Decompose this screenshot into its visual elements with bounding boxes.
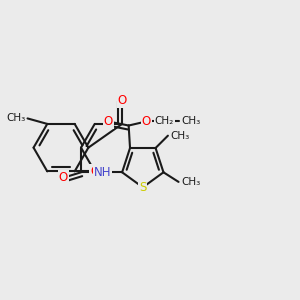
Text: NH: NH bbox=[94, 166, 111, 179]
Text: CH₃: CH₃ bbox=[182, 116, 201, 126]
Text: S: S bbox=[139, 181, 146, 194]
Text: O: O bbox=[142, 115, 151, 128]
Text: CH₂: CH₂ bbox=[155, 116, 174, 126]
Text: O: O bbox=[103, 115, 113, 128]
Text: CH₃: CH₃ bbox=[170, 131, 190, 141]
Text: O: O bbox=[118, 94, 127, 107]
Text: O: O bbox=[58, 171, 68, 184]
Text: CH₃: CH₃ bbox=[6, 113, 25, 123]
Text: CH₃: CH₃ bbox=[181, 177, 200, 187]
Text: O: O bbox=[90, 165, 99, 178]
